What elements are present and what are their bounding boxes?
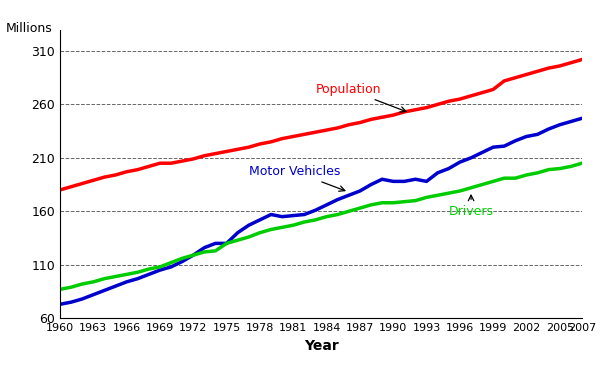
Text: Millions: Millions	[6, 22, 53, 35]
Text: Drivers: Drivers	[449, 195, 494, 218]
X-axis label: Year: Year	[304, 339, 338, 353]
Text: Motor Vehicles: Motor Vehicles	[249, 165, 345, 191]
Text: Population: Population	[316, 83, 406, 112]
